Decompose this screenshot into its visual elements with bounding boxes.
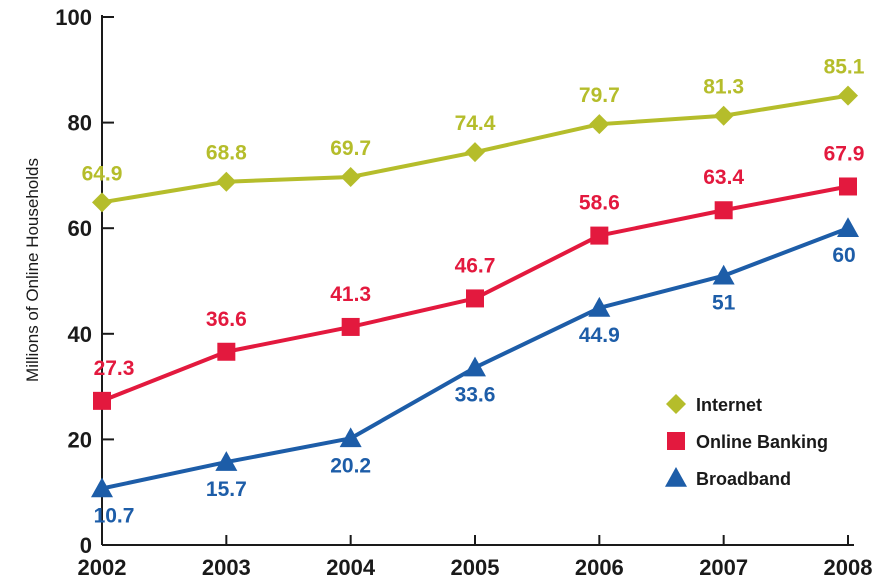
y-tick-label: 100 (55, 5, 92, 30)
data-point (217, 342, 236, 361)
data-point (590, 226, 609, 245)
y-tick-label: 20 (68, 427, 92, 452)
x-tick-label: 2006 (575, 555, 624, 580)
legend: Internet Online Banking Broadband (665, 394, 828, 489)
data-point (838, 85, 858, 106)
data-label: 15.7 (206, 478, 247, 501)
data-point (340, 166, 361, 187)
data-label: 58.6 (579, 192, 620, 215)
data-point (712, 264, 735, 285)
data-label: 46.7 (455, 254, 496, 277)
data-label: 44.9 (579, 324, 620, 347)
legend-label: Internet (696, 395, 762, 415)
data-point (464, 356, 486, 377)
data-label: 33.6 (455, 384, 496, 407)
series-internet: 64.9 68.8 69.7 74.4 79.7 81.3 85.1 (82, 56, 865, 213)
data-label: 51 (712, 292, 736, 315)
data-label: 36.6 (206, 308, 247, 331)
y-tick-label: 80 (68, 111, 92, 136)
data-label: 63.4 (703, 166, 744, 189)
x-tick-label: 2003 (202, 555, 251, 580)
data-point (339, 427, 362, 448)
data-point (589, 114, 610, 135)
data-point (588, 296, 611, 317)
data-label: 68.8 (206, 142, 247, 165)
data-label: 64.9 (82, 162, 123, 185)
data-point (216, 171, 237, 192)
data-point (215, 451, 238, 471)
x-tick-label: 2007 (699, 555, 748, 580)
data-point (465, 142, 485, 163)
x-tick-label: 2002 (78, 555, 127, 580)
legend-label: Online Banking (696, 432, 828, 452)
legend-item: Online Banking (667, 432, 828, 452)
x-tick-label: 2005 (451, 555, 500, 580)
data-label: 67.9 (824, 142, 865, 165)
data-point (93, 391, 111, 410)
legend-marker (666, 394, 686, 414)
data-point (837, 217, 859, 237)
x-tick-label: 2004 (326, 555, 376, 580)
y-axis-label: Millions of Online Households (23, 158, 42, 382)
data-point (91, 477, 113, 498)
data-point (466, 289, 484, 308)
axes: 0 20 40 60 80 100 2002 2003 2004 2005 2006 2007 2008 (55, 5, 872, 580)
data-point (341, 317, 360, 336)
y-tick-label: 0 (80, 533, 92, 558)
legend-item: Broadband (665, 467, 791, 489)
legend-marker (667, 432, 685, 450)
data-point (714, 201, 733, 220)
data-label: 69.7 (330, 137, 371, 160)
series-online-banking: 27.3 36.6 41.3 46.7 58.6 63.4 67.9 (93, 142, 865, 410)
data-label: 79.7 (579, 84, 620, 107)
data-point (713, 105, 734, 126)
legend-label: Broadband (696, 469, 791, 489)
data-label: 85.1 (824, 56, 865, 79)
x-tick-label: 2008 (824, 555, 873, 580)
y-tick-label: 60 (68, 216, 92, 241)
data-label: 20.2 (330, 454, 371, 477)
data-label: 41.3 (330, 283, 371, 306)
data-label: 10.7 (94, 505, 135, 528)
series-broadband: 10.7 15.7 20.2 33.6 44.9 51 60 (91, 217, 859, 528)
series-layer: 64.9 68.8 69.7 74.4 79.7 81.3 85.1 27.3 36.6 41.3… (82, 56, 865, 528)
data-label: 74.4 (455, 112, 496, 135)
data-point (92, 192, 112, 213)
data-point (839, 177, 857, 196)
data-label: 27.3 (94, 357, 135, 380)
legend-item: Internet (666, 394, 762, 415)
data-label: 81.3 (703, 76, 744, 99)
data-label: 60 (832, 244, 855, 267)
y-tick-label: 40 (68, 322, 92, 347)
legend-marker (665, 467, 687, 487)
